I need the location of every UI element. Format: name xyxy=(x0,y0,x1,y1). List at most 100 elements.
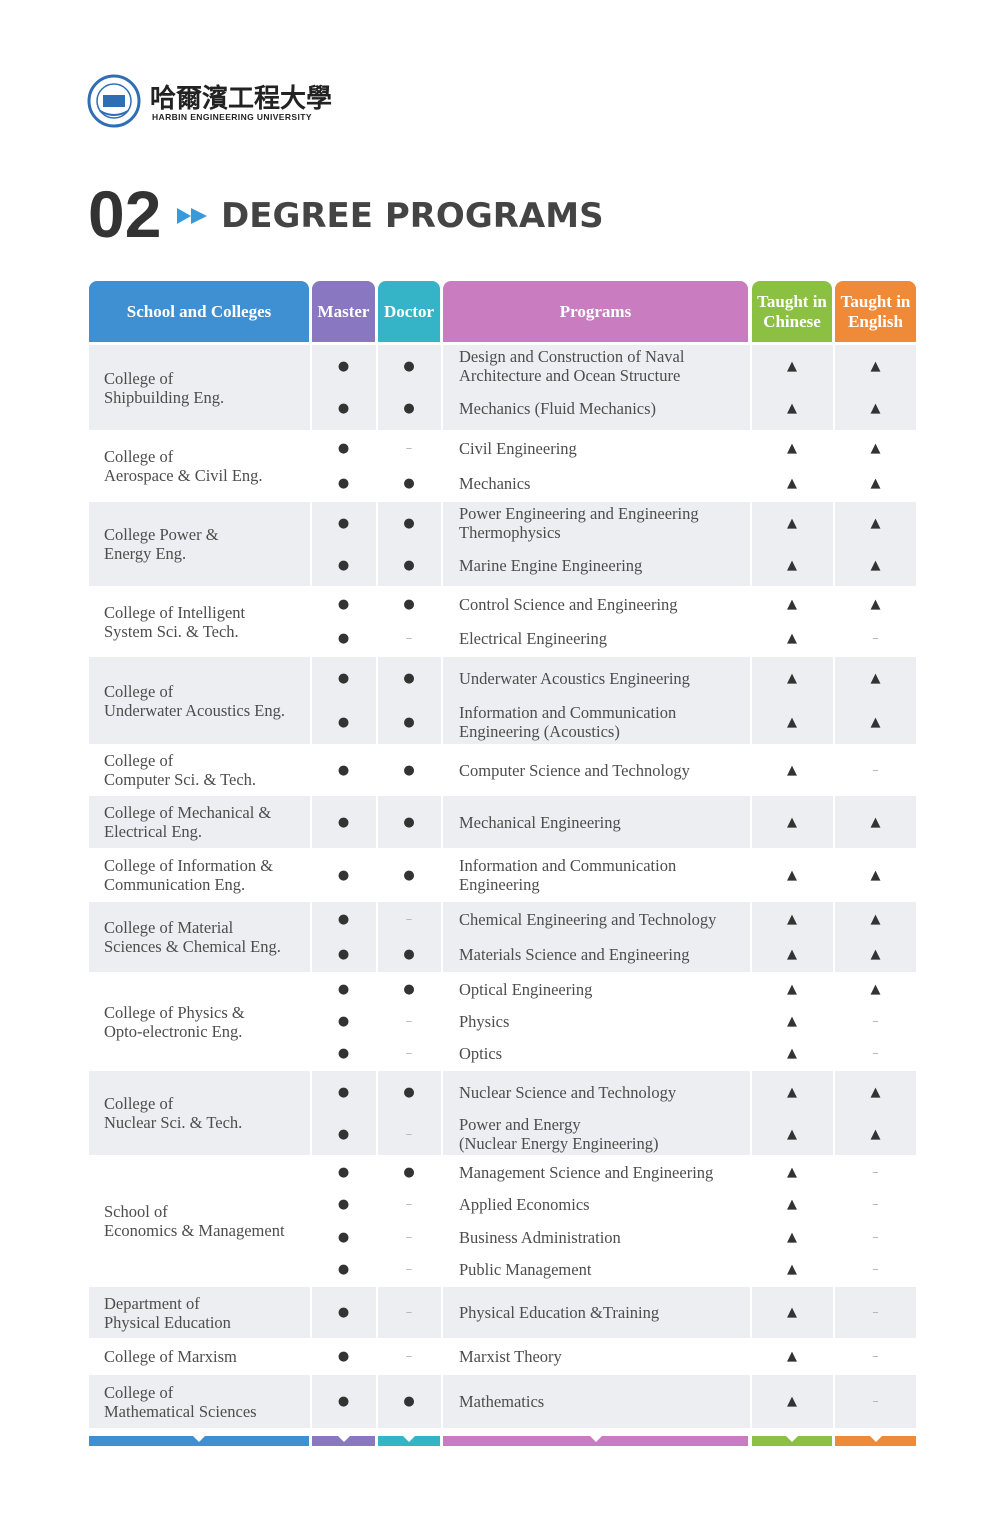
group-row xyxy=(89,1339,916,1374)
master-mark: ● xyxy=(337,401,350,417)
section-title: DEGREE PROGRAMS xyxy=(221,196,604,236)
school-name: System Sci. & Tech. xyxy=(104,621,239,641)
master-mark: ● xyxy=(337,814,350,830)
chinese-mark: ▲ xyxy=(787,1349,797,1364)
master-mark: ● xyxy=(337,441,350,456)
chinese-mark: ▲ xyxy=(787,1126,797,1142)
column-separator xyxy=(310,345,312,1429)
program-name: Power and Energy xyxy=(459,1115,581,1134)
program-cell: Public Management xyxy=(443,1254,748,1287)
program-name: Marine Engine Engineering xyxy=(459,555,643,575)
group-row xyxy=(89,1287,916,1338)
group-row xyxy=(89,973,916,1070)
school-name: Communication Eng. xyxy=(104,875,246,894)
program-cell: Computer Science and Technology xyxy=(443,745,748,795)
school-name: College of xyxy=(104,1382,174,1402)
group-row xyxy=(89,1071,916,1155)
logo-chinese: 哈爾濱工程大學 xyxy=(150,84,333,114)
school-name: Nuclear Sci. & Tech. xyxy=(104,1113,243,1132)
logo-english: HARBIN ENGINEERING UNIVERSITY xyxy=(152,112,312,122)
program-cell: Materials Science and Engineering xyxy=(443,937,748,972)
master-mark: ● xyxy=(337,596,350,612)
group-row xyxy=(89,1156,916,1286)
master-mark: ● xyxy=(337,1229,350,1245)
program-name: Physics xyxy=(459,1011,510,1031)
program-name: Applied Economics xyxy=(459,1195,590,1215)
program-cell: Power Engineering and Engineering Thermop… xyxy=(443,502,748,544)
program-cell: Chemical Engineering and Technology xyxy=(443,902,748,937)
master-mark: ● xyxy=(337,1084,350,1100)
chinese-mark: ▲ xyxy=(787,981,797,997)
doctor-mark: – xyxy=(405,631,413,647)
program-name: Marxist Theory xyxy=(459,1347,562,1366)
doctor-mark: ● xyxy=(403,947,415,962)
master-mark: ● xyxy=(337,1394,350,1409)
doctor-mark: ● xyxy=(403,596,415,612)
chinese-mark: ▲ xyxy=(787,1197,797,1213)
school-name: Economics & Management xyxy=(104,1221,285,1240)
english-mark: ▲ xyxy=(870,557,881,573)
school-name: College of xyxy=(104,447,174,466)
school-name: College of xyxy=(104,751,174,770)
program-cell: Civil Engineering xyxy=(443,431,748,466)
column-header: School and Colleges xyxy=(89,281,309,342)
footer-notch xyxy=(786,1436,798,1442)
doctor-mark: – xyxy=(405,1349,413,1364)
doctor-mark: ● xyxy=(403,476,415,491)
program-name: (Nuclear Energy Engineering) xyxy=(459,1134,659,1153)
doctor-mark: ● xyxy=(403,814,415,830)
doctor-mark: ● xyxy=(403,401,415,417)
column-footer xyxy=(89,1436,309,1446)
footer-notch xyxy=(589,1436,602,1442)
program-cell: Optical Engineering xyxy=(443,973,748,1005)
school-cell: College of Material Sciences & Chemical E… xyxy=(89,902,309,972)
program-name: Design and Construction of Naval xyxy=(459,347,685,367)
master-mark: ● xyxy=(337,358,350,374)
column-header: Doctor xyxy=(378,281,440,342)
column-header: Programs xyxy=(443,281,748,342)
program-name: Physical Education &Training xyxy=(459,1303,660,1322)
doctor-mark: – xyxy=(405,1262,413,1278)
footer-notch xyxy=(193,1436,205,1442)
program-cell: Design and Construction of Naval Architec… xyxy=(443,345,748,388)
group-row xyxy=(89,745,916,795)
master-mark: ● xyxy=(337,631,350,647)
chinese-mark: ▲ xyxy=(787,1229,797,1245)
doctor-mark: – xyxy=(405,1197,413,1213)
column-separator xyxy=(376,345,378,1429)
english-mark: ▲ xyxy=(870,867,881,883)
chinese-mark: ▲ xyxy=(787,814,797,830)
doctor-mark: ● xyxy=(403,714,415,730)
program-name: Architecture and Ocean Structure xyxy=(459,366,681,386)
chinese-mark: ▲ xyxy=(787,714,797,730)
column-footer xyxy=(752,1436,832,1446)
program-name: Mechanics (Fluid Mechanics) xyxy=(459,399,657,419)
english-mark: – xyxy=(872,1013,879,1029)
doctor-mark: ● xyxy=(403,671,415,687)
program-name: Mechanical Engineering xyxy=(459,812,621,832)
program-name: Civil Engineering xyxy=(459,439,577,458)
school-name: School of xyxy=(104,1202,168,1221)
master-mark: ● xyxy=(337,557,350,573)
program-name: Electrical Engineering xyxy=(459,629,607,649)
group-row xyxy=(89,849,916,901)
english-mark: ▲ xyxy=(870,515,881,531)
english-mark: ▲ xyxy=(870,476,881,491)
program-cell: Nuclear Science and Technology xyxy=(443,1071,748,1113)
english-mark: ▲ xyxy=(870,358,881,374)
english-mark: – xyxy=(872,1046,879,1062)
english-mark: ▲ xyxy=(870,596,881,612)
program-cell: Power and Energy (Nuclear Energy Engineer… xyxy=(443,1113,748,1155)
chinese-mark: ▲ xyxy=(787,557,797,573)
english-mark: – xyxy=(872,631,879,647)
english-mark: ▲ xyxy=(870,441,881,456)
program-name: Control Science and Engineering xyxy=(459,594,678,614)
doctor-mark: ● xyxy=(403,557,415,573)
column-header: Taught in English xyxy=(835,281,916,342)
master-mark: ● xyxy=(337,947,350,962)
program-cell: Management Science and Engineering xyxy=(443,1156,748,1189)
school-name: Shipbuilding Eng. xyxy=(104,387,225,407)
chinese-mark: ▲ xyxy=(787,1046,797,1062)
school-cell: School of Economics & Management xyxy=(89,1156,309,1286)
